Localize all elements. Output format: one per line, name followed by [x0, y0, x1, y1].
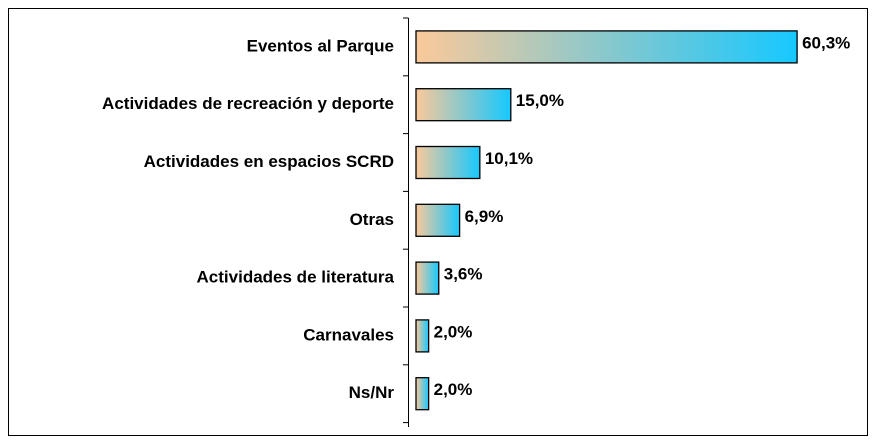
bar	[415, 30, 798, 64]
category-label: Carnavales	[303, 325, 394, 344]
value-label: 60,3%	[802, 33, 850, 52]
value-label: 6,9%	[465, 207, 504, 226]
value-label: 2,0%	[434, 380, 473, 399]
bar	[415, 88, 512, 122]
category-label: Ns/Nr	[349, 383, 395, 402]
category-label: Otras	[350, 210, 394, 229]
bar	[415, 261, 440, 295]
bar	[415, 203, 461, 237]
bar	[415, 145, 481, 180]
bar	[415, 319, 430, 353]
category-label: Actividades de recreación y deporte	[102, 94, 394, 113]
value-label: 10,1%	[485, 149, 533, 168]
value-label: 2,0%	[434, 322, 473, 341]
value-label: 3,6%	[444, 265, 483, 284]
bar	[415, 377, 430, 411]
category-label: Eventos al Parque	[247, 36, 394, 55]
value-label: 15,0%	[516, 91, 564, 110]
category-label: Actividades en espacios SCRD	[144, 152, 394, 171]
category-label: Actividades de literatura	[197, 268, 395, 287]
